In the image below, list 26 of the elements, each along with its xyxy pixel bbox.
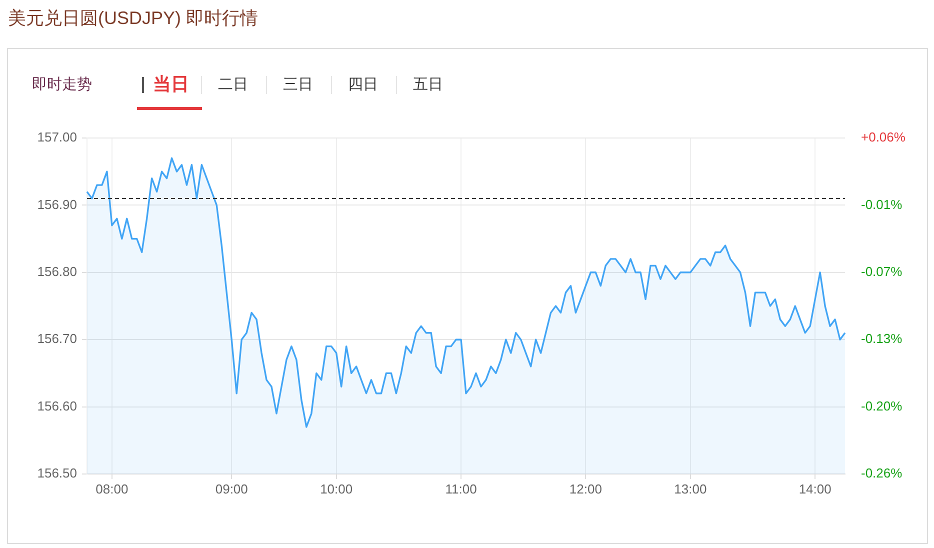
- text: 三日: [283, 75, 313, 95]
- chart-subtitle: 即时走势: [32, 75, 92, 95]
- chart-title: 美元兑日圆(USDJPY) 即时行情: [8, 7, 258, 30]
- x-tick-label: 08:00: [96, 481, 128, 496]
- y2-tick-label: -0.20%: [861, 398, 903, 414]
- y2-tick-label: -0.13%: [861, 331, 903, 346]
- y-tick-label: 157.00: [37, 130, 77, 145]
- text: 四日: [348, 75, 378, 95]
- x-tick-label: 13:00: [674, 481, 707, 496]
- y-tick-label: 156.50: [37, 466, 77, 481]
- y2-tick-label: +0.06%: [861, 130, 906, 145]
- y-tick-label: 156.70: [37, 331, 77, 346]
- x-tick-label: 09:00: [215, 481, 248, 496]
- text: 五日: [413, 75, 443, 95]
- y-tick-label: 156.60: [37, 398, 77, 414]
- y-tick-label: 156.80: [37, 264, 77, 279]
- y-tick-label: 156.90: [37, 196, 77, 212]
- y2-tick-label: -0.07%: [861, 264, 903, 279]
- y2-tick-label: -0.26%: [861, 466, 903, 481]
- text: 当日: [153, 73, 189, 95]
- x-tick-label: 12:00: [569, 481, 602, 496]
- x-tick-label: 14:00: [798, 481, 832, 496]
- x-tick-label: 10:00: [320, 481, 353, 496]
- text: 二日: [218, 75, 248, 95]
- x-tick-label: 11:00: [445, 481, 477, 496]
- y2-tick-label: -0.01%: [861, 196, 903, 212]
